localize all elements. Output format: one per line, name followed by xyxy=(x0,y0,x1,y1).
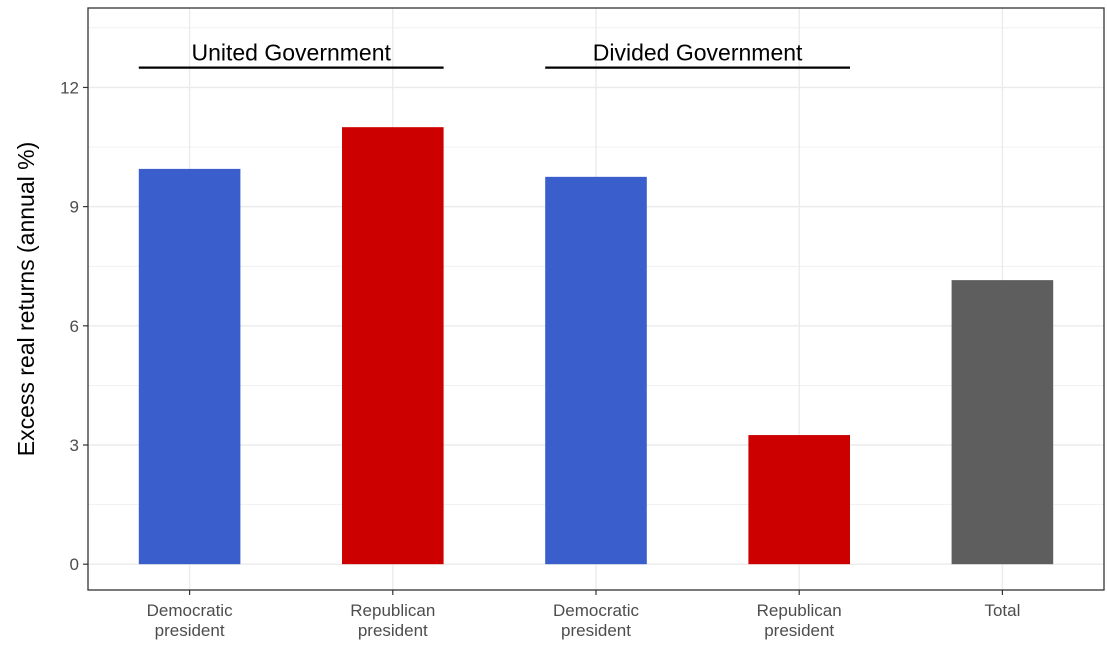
x-tick-label: Democratic president xyxy=(147,601,233,640)
x-tick-label: Democratic president xyxy=(553,601,639,640)
y-axis-ticks: 0 3 6 9 12 xyxy=(60,78,88,574)
x-tick-label: Republican president xyxy=(757,601,842,640)
x-tick-label-line: Republican xyxy=(350,601,435,620)
bar-4 xyxy=(748,435,850,565)
x-tick-label-line: Democratic xyxy=(147,601,233,620)
x-tick-label-line: Total xyxy=(984,601,1020,620)
x-tick-label-line: president xyxy=(561,621,631,640)
bar-1 xyxy=(138,168,241,565)
bar-3 xyxy=(545,176,647,565)
group-label: Divided Government xyxy=(593,40,803,66)
x-tick-label-line: Democratic xyxy=(553,601,639,620)
x-tick-label-line: Republican xyxy=(757,601,842,620)
x-tick-label-line: president xyxy=(764,621,834,640)
y-tick-label: 6 xyxy=(70,317,79,336)
group-labels: United Government Divided Government xyxy=(138,40,850,69)
x-tick-label-line: president xyxy=(358,621,428,640)
group-label: United Government xyxy=(191,40,391,66)
x-tick-label-line: president xyxy=(155,621,225,640)
y-tick-label: 0 xyxy=(70,555,79,574)
x-tick-label: Republican president xyxy=(350,601,435,640)
bar-2 xyxy=(342,127,444,565)
bars xyxy=(138,127,1054,565)
x-tick-label: Total xyxy=(984,601,1020,620)
y-tick-label: 12 xyxy=(60,78,79,97)
bar-5 xyxy=(951,280,1054,565)
y-tick-label: 9 xyxy=(70,198,79,217)
y-tick-label: 3 xyxy=(70,436,79,455)
y-axis-title: Excess real returns (annual %) xyxy=(13,142,39,456)
